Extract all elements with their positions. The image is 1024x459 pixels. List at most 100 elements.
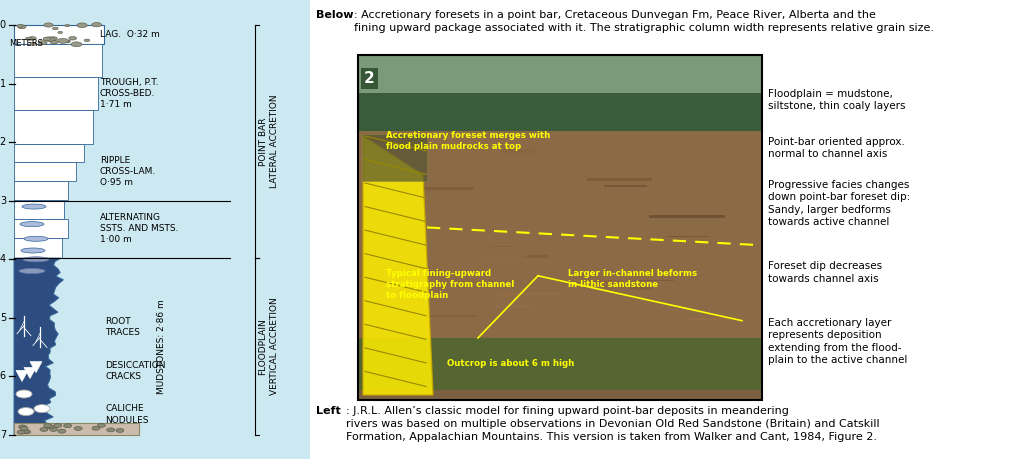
Bar — [587, 178, 651, 181]
Ellipse shape — [18, 425, 27, 429]
Bar — [411, 186, 474, 190]
Text: ALTERNATING
SSTS. AND MSTS.
1·00 m: ALTERNATING SSTS. AND MSTS. 1·00 m — [100, 213, 178, 245]
Text: Foreset dip decreases
towards channel axis: Foreset dip decreases towards channel ax… — [768, 261, 882, 284]
Bar — [497, 306, 531, 308]
Ellipse shape — [57, 31, 62, 34]
Ellipse shape — [38, 41, 47, 45]
Bar — [14, 144, 84, 162]
Bar — [358, 390, 762, 400]
Bar — [689, 318, 738, 320]
Text: CALICHE
NODULES: CALICHE NODULES — [105, 404, 148, 425]
Bar — [489, 246, 513, 247]
Ellipse shape — [18, 408, 34, 415]
Bar — [358, 338, 762, 400]
Bar — [490, 295, 513, 297]
Bar — [14, 162, 76, 181]
Bar — [358, 55, 762, 131]
Ellipse shape — [46, 425, 54, 429]
Ellipse shape — [58, 429, 66, 433]
Ellipse shape — [84, 39, 90, 42]
Ellipse shape — [16, 24, 23, 27]
Text: Progressive facies changes
down point-bar foreset dip:
Sandy, larger bedforms
to: Progressive facies changes down point-ba… — [768, 180, 910, 227]
Ellipse shape — [40, 427, 48, 431]
Bar — [579, 280, 623, 284]
Ellipse shape — [34, 405, 50, 413]
Ellipse shape — [30, 42, 37, 45]
Bar — [358, 131, 762, 355]
Ellipse shape — [45, 37, 54, 41]
Bar — [482, 260, 553, 262]
Ellipse shape — [54, 424, 61, 427]
Ellipse shape — [92, 22, 101, 27]
Bar — [503, 149, 535, 153]
Ellipse shape — [43, 37, 51, 41]
Bar — [14, 219, 68, 238]
Ellipse shape — [19, 430, 28, 433]
Ellipse shape — [97, 423, 105, 427]
Bar — [634, 280, 675, 281]
Text: Left: Left — [316, 406, 341, 416]
Ellipse shape — [17, 25, 26, 28]
Bar — [14, 77, 98, 110]
Text: Point-bar oriented approx.
normal to channel axis: Point-bar oriented approx. normal to cha… — [768, 137, 905, 159]
Ellipse shape — [16, 390, 32, 398]
Text: METERS: METERS — [9, 39, 43, 48]
Bar — [14, 181, 68, 200]
Ellipse shape — [22, 204, 46, 209]
Bar — [362, 134, 427, 180]
Ellipse shape — [65, 40, 70, 43]
Ellipse shape — [44, 424, 51, 428]
Ellipse shape — [19, 269, 45, 274]
Bar — [604, 185, 647, 187]
Ellipse shape — [52, 27, 58, 30]
Bar — [14, 200, 63, 219]
Polygon shape — [30, 362, 42, 373]
Ellipse shape — [26, 37, 32, 40]
Ellipse shape — [17, 430, 25, 434]
Text: Larger in-channel beforms
in lithic sandstone: Larger in-channel beforms in lithic sand… — [568, 269, 697, 289]
Ellipse shape — [49, 427, 57, 431]
Ellipse shape — [71, 42, 82, 47]
Text: FLOODPLAIN
VERTICAL ACCRETION: FLOODPLAIN VERTICAL ACCRETION — [259, 298, 280, 396]
Ellipse shape — [20, 222, 44, 227]
Ellipse shape — [49, 37, 57, 40]
Bar — [649, 215, 725, 218]
Text: 5: 5 — [0, 313, 6, 323]
Polygon shape — [14, 258, 63, 435]
Text: 1: 1 — [0, 78, 6, 89]
Bar — [14, 423, 139, 435]
Ellipse shape — [116, 428, 124, 432]
Bar — [415, 279, 435, 282]
Bar — [14, 25, 104, 44]
Ellipse shape — [20, 430, 29, 433]
Ellipse shape — [22, 248, 45, 253]
Bar — [310, 0, 1024, 459]
Ellipse shape — [20, 426, 28, 431]
Polygon shape — [362, 136, 433, 395]
Text: Typical fining-upward
stratigraphy from channel
to floodplain: Typical fining-upward stratigraphy from … — [386, 269, 514, 300]
Bar — [0, 0, 310, 459]
Bar — [630, 286, 652, 290]
Bar — [358, 55, 762, 400]
Bar — [428, 315, 477, 317]
Text: TROUGH, P.T.
CROSS-BED.
1·71 m: TROUGH, P.T. CROSS-BED. 1·71 m — [100, 78, 159, 109]
Polygon shape — [16, 370, 28, 381]
Bar — [14, 238, 62, 258]
Ellipse shape — [23, 430, 31, 434]
Text: 0: 0 — [0, 20, 6, 30]
Text: Floodplain = mudstone,
siltstone, thin coaly layers: Floodplain = mudstone, siltstone, thin c… — [768, 89, 905, 111]
Text: RIPPLE
CROSS-LAM.
O·95 m: RIPPLE CROSS-LAM. O·95 m — [100, 156, 157, 187]
Text: Below: Below — [316, 10, 353, 20]
Ellipse shape — [65, 24, 70, 27]
Text: 7: 7 — [0, 430, 6, 440]
Bar — [526, 255, 548, 258]
Text: 2: 2 — [0, 137, 6, 147]
Ellipse shape — [66, 40, 71, 42]
Ellipse shape — [24, 236, 48, 241]
Ellipse shape — [57, 39, 69, 43]
Ellipse shape — [92, 426, 100, 430]
Text: 3: 3 — [0, 196, 6, 206]
Text: POINT BAR
LATERAL ACCRETION: POINT BAR LATERAL ACCRETION — [259, 95, 280, 188]
Bar — [14, 44, 102, 77]
Bar — [667, 235, 710, 237]
